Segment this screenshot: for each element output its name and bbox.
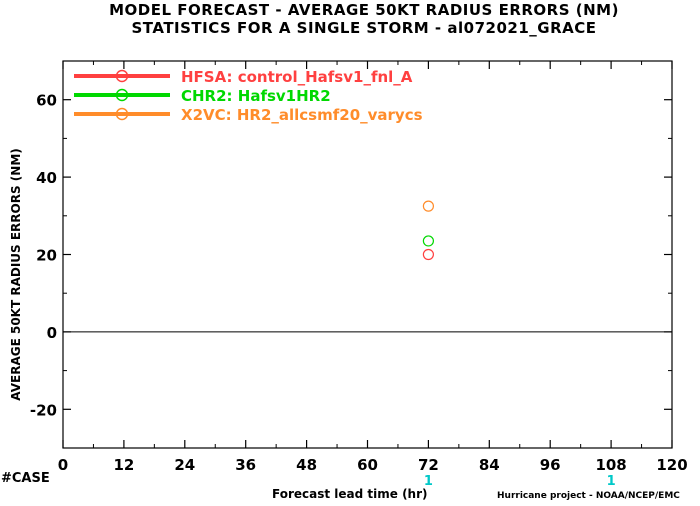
x-tick-label: 72 <box>418 456 439 474</box>
x-tick-label: 12 <box>113 456 134 474</box>
x-tick-label: 84 <box>479 456 500 474</box>
case-count-label: #CASE <box>1 471 50 486</box>
x-tick-label: 120 <box>656 456 687 474</box>
x-tick-label: 36 <box>235 456 256 474</box>
legend-label: HFSA: control_Hafsv1_fnl_A <box>181 68 413 86</box>
x-tick-label: 24 <box>174 456 195 474</box>
x-tick-label: 108 <box>595 456 626 474</box>
chart-subtitle: STATISTICS FOR A SINGLE STORM - al072021… <box>131 19 597 37</box>
y-tick-label: -20 <box>30 401 57 419</box>
x-tick-label: 60 <box>357 456 378 474</box>
data-point <box>422 248 434 261</box>
legend-label: CHR2: Hafsv1HR2 <box>181 87 331 105</box>
legend-marker <box>115 88 129 102</box>
legend-marker <box>115 69 129 83</box>
x-tick-label: 96 <box>540 456 561 474</box>
y-axis-label: AVERAGE 50KT RADIUS ERRORS (NM) <box>9 148 23 400</box>
case-count: 1 <box>424 474 433 489</box>
x-tick-label: 0 <box>58 456 68 474</box>
y-tick-label: 20 <box>36 247 57 265</box>
x-axis-label: Forecast lead time (hr) <box>272 487 428 501</box>
case-count: 1 <box>607 474 616 489</box>
legend-marker <box>115 107 129 121</box>
chart-title: MODEL FORECAST - AVERAGE 50KT RADIUS ERR… <box>109 1 619 19</box>
y-tick-label: 0 <box>47 324 57 342</box>
y-tick-label: 60 <box>36 92 57 110</box>
credit-text: Hurricane project - NOAA/NCEP/EMC <box>497 491 680 501</box>
x-tick-label: 48 <box>296 456 317 474</box>
data-point <box>422 235 434 247</box>
y-tick-label: 40 <box>36 169 57 187</box>
legend-label: X2VC: HR2_allcsmf20_varycs <box>181 106 423 124</box>
data-point <box>422 200 434 212</box>
